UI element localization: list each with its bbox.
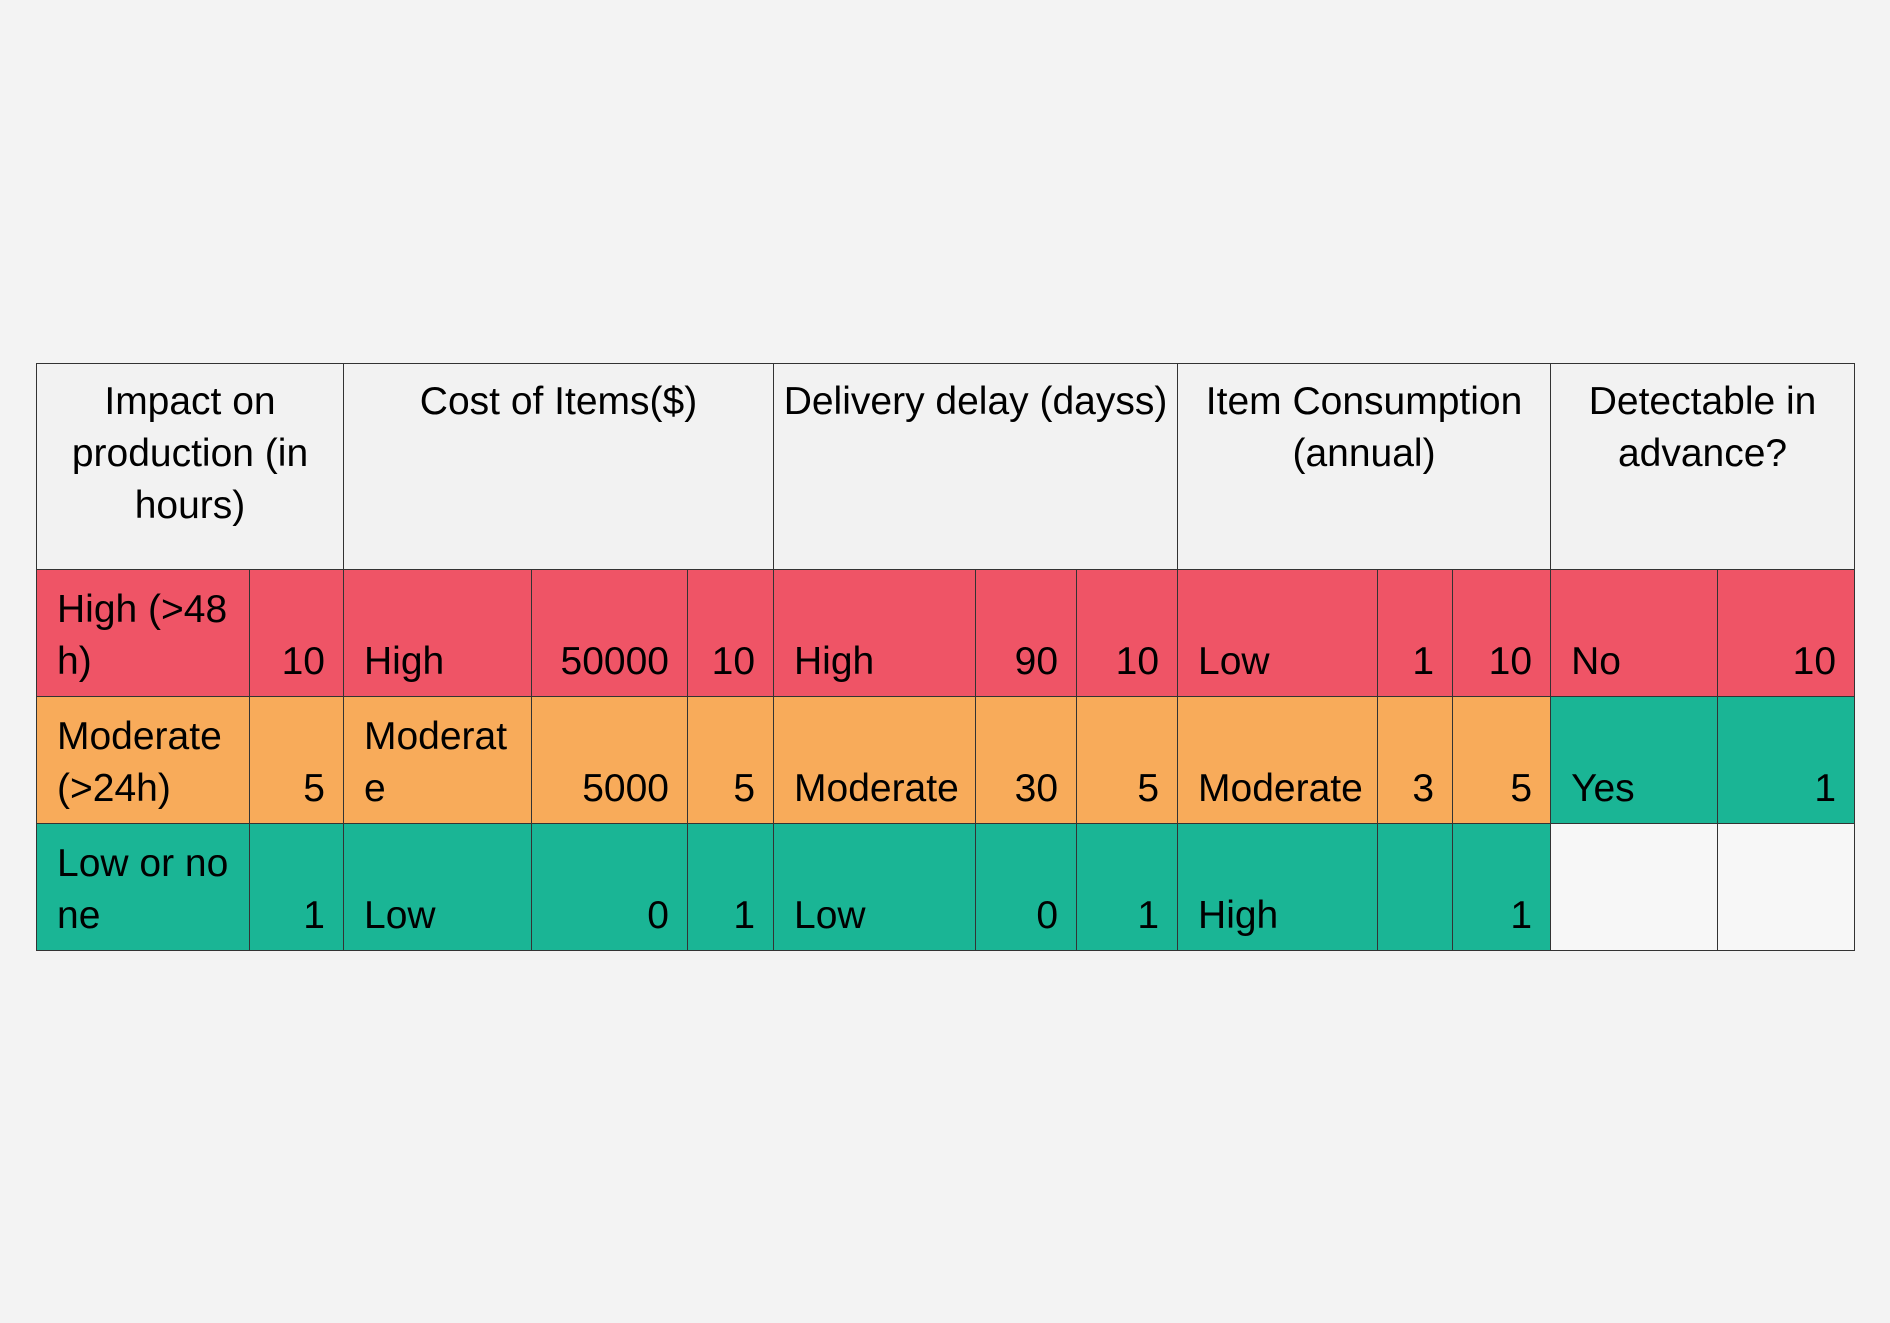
cost-value: 50000 bbox=[531, 569, 688, 697]
consumption-value: 3 bbox=[1377, 696, 1454, 824]
consumption-value: 1 bbox=[1377, 569, 1454, 697]
cost-score: 1 bbox=[686, 823, 775, 951]
impact-label: High (>48h) bbox=[36, 569, 250, 697]
consumption-value bbox=[1377, 823, 1454, 951]
delay-score: 5 bbox=[1076, 696, 1179, 824]
impact-label: Low or none bbox=[36, 823, 250, 951]
consumption-label: High bbox=[1177, 823, 1379, 951]
header-row: Impact on production (in hours) Cost of … bbox=[36, 363, 1856, 570]
consumption-score: 10 bbox=[1452, 569, 1552, 697]
detectable-score bbox=[1717, 823, 1856, 951]
detectable-score: 1 bbox=[1717, 696, 1856, 824]
cost-label: Low bbox=[343, 823, 532, 951]
header-cost: Cost of Items($) bbox=[342, 363, 775, 570]
header-consumption: Item Consumption (annual) bbox=[1177, 363, 1552, 570]
delay-value: 30 bbox=[975, 696, 1078, 824]
delay-value: 0 bbox=[975, 823, 1078, 951]
table-row-low: Low or none 1 Low 0 1 Low 0 1 High 1 bbox=[36, 823, 1856, 951]
impact-score: 5 bbox=[249, 696, 344, 824]
header-delay: Delivery delay (dayss) bbox=[773, 363, 1179, 570]
detectable-label bbox=[1550, 823, 1719, 951]
detectable-label: No bbox=[1550, 569, 1719, 697]
delay-score: 1 bbox=[1076, 823, 1179, 951]
detectable-label: Yes bbox=[1550, 696, 1719, 824]
impact-score: 10 bbox=[249, 569, 344, 697]
consumption-label: Moderate bbox=[1177, 696, 1379, 824]
consumption-score: 1 bbox=[1452, 823, 1552, 951]
delay-score: 10 bbox=[1076, 569, 1179, 697]
cost-score: 10 bbox=[686, 569, 775, 697]
cost-label: Moderate bbox=[343, 696, 532, 824]
impact-score: 1 bbox=[249, 823, 344, 951]
table-row-moderate: Moderate (>24h) 5 Moderate 5000 5 Modera… bbox=[36, 696, 1856, 824]
consumption-score: 5 bbox=[1452, 696, 1552, 824]
delay-label: Low bbox=[773, 823, 977, 951]
delay-label: High bbox=[773, 569, 977, 697]
cost-value: 5000 bbox=[531, 696, 688, 824]
detectable-score: 10 bbox=[1717, 569, 1856, 697]
cost-label: High bbox=[343, 569, 532, 697]
impact-label: Moderate (>24h) bbox=[36, 696, 250, 824]
delay-value: 90 bbox=[975, 569, 1078, 697]
delay-label: Moderate bbox=[773, 696, 977, 824]
cost-score: 5 bbox=[686, 696, 775, 824]
consumption-label: Low bbox=[1177, 569, 1379, 697]
cost-value: 0 bbox=[531, 823, 688, 951]
header-impact: Impact on production (in hours) bbox=[36, 363, 344, 570]
header-detectable: Detectable in advance? bbox=[1550, 363, 1856, 570]
criteria-table: Impact on production (in hours) Cost of … bbox=[36, 363, 1856, 951]
table-row-high: High (>48h) 10 High 50000 10 High 90 10 … bbox=[36, 569, 1856, 697]
